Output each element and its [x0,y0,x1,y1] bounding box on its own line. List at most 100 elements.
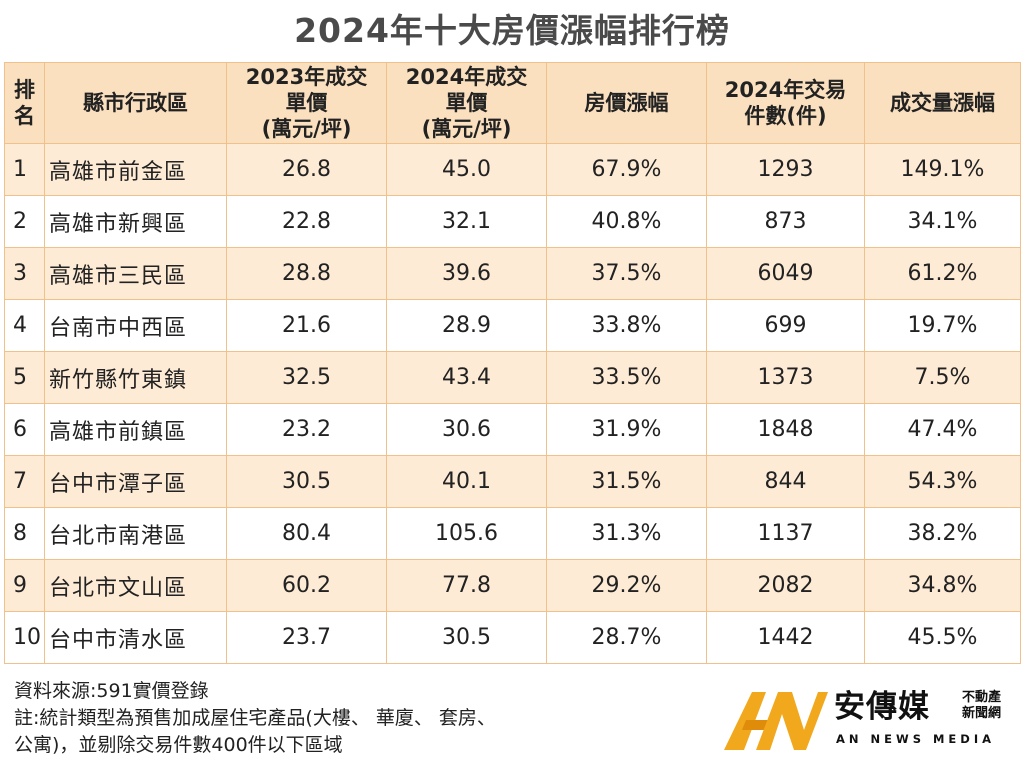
cell-price-2024: 30.5 [386,611,547,664]
cell-rank: 10 [4,611,45,664]
an-logo-mark-icon [724,692,828,750]
table-row: 7 台中市潭子區 30.5 40.1 31.5% 844 54.3% [4,455,1021,508]
cell-price-2024: 30.6 [386,403,547,456]
source-note: 資料來源:591實價登錄 [14,680,209,702]
brand-subtitle-line2: 新聞網 [962,706,1002,721]
cell-price-2023: 22.8 [226,195,387,248]
cell-count-2024: 1137 [706,507,865,560]
header-volume-change: 成交量漲幅 [864,62,1021,144]
table-row: 3 高雄市三民區 28.8 39.6 37.5% 6049 61.2% [4,247,1021,300]
cell-volume-change: 54.3% [864,455,1021,508]
chart-title: 2024年十大房價漲幅排行榜 [294,11,730,50]
cell-rank: 6 [4,403,45,456]
cell-price-change: 31.9% [546,403,707,456]
table-row: 1 高雄市前金區 26.8 45.0 67.9% 1293 149.1% [4,143,1021,196]
cell-count-2024: 2082 [706,559,865,612]
table-row: 5 新竹縣竹東鎮 32.5 43.4 33.5% 1373 7.5% [4,351,1021,404]
table-row: 9 台北市文山區 60.2 77.8 29.2% 2082 34.8% [4,559,1021,612]
cell-count-2024: 1848 [706,403,865,456]
header-count-2024-line1: 2024年交易 [724,78,847,102]
brand-subtitle: 不動產 新聞網 [962,690,1012,722]
cell-volume-change: 34.1% [864,195,1021,248]
cell-count-2024: 1373 [706,351,865,404]
cell-price-2023: 23.2 [226,403,387,456]
cell-price-2023: 60.2 [226,559,387,612]
cell-price-change: 29.2% [546,559,707,612]
cell-price-2023: 21.6 [226,299,387,352]
cell-price-change: 31.5% [546,455,707,508]
cell-price-change: 31.3% [546,507,707,560]
cell-price-2023: 28.8 [226,247,387,300]
header-price-2023-line1: 2023年成交 [245,65,368,89]
cell-price-2024: 40.1 [386,455,547,508]
brand-name-en: AN NEWS MEDIA [836,732,996,746]
cell-volume-change: 19.7% [864,299,1021,352]
cell-rank: 7 [4,455,45,508]
cell-rank: 9 [4,559,45,612]
an-news-media-logo: 安傳媒 不動產 新聞網 AN NEWS MEDIA [722,684,1012,756]
header-count-2024-line2: 件數(件) [744,104,827,128]
cell-rank: 2 [4,195,45,248]
table-row: 4 台南市中西區 21.6 28.9 33.8% 699 19.7% [4,299,1021,352]
header-price-2024: 2024年成交 單價 (萬元/坪) [386,62,547,144]
cell-volume-change: 149.1% [864,143,1021,196]
cell-volume-change: 45.5% [864,611,1021,664]
cell-rank: 3 [4,247,45,300]
cell-district: 台中市潭子區 [44,455,227,508]
cell-volume-change: 61.2% [864,247,1021,300]
table-body: 1 高雄市前金區 26.8 45.0 67.9% 1293 149.1% 2 高雄市新興區 22.… [4,143,1021,664]
table-row: 6 高雄市前鎮區 23.2 30.6 31.9% 1848 47.4% [4,403,1021,456]
header-price-2023-line3: (萬元/坪) [261,117,352,141]
header-rank: 排 名 [4,62,45,144]
cell-price-change: 33.5% [546,351,707,404]
cell-price-2024: 28.9 [386,299,547,352]
footnotes: 資料來源:591實價登錄 註:統計類型為預售加成屋住宅產品(大樓、 華廈、 套房… [14,678,714,759]
cell-district: 高雄市前鎮區 [44,403,227,456]
methodology-note-line2: 公寓)，並剔除交易件數400件以下區域 [14,734,343,756]
cell-district: 台中市清水區 [44,611,227,664]
cell-district: 台南市中西區 [44,299,227,352]
cell-price-change: 33.8% [546,299,707,352]
cell-price-2024: 105.6 [386,507,547,560]
cell-district: 高雄市前金區 [44,143,227,196]
table-header-row: 排 名 縣市行政區 2023年成交 單價 (萬元/坪) 2024年成交 單價 (… [4,62,1021,144]
cell-district: 高雄市新興區 [44,195,227,248]
cell-rank: 5 [4,351,45,404]
cell-price-2023: 23.7 [226,611,387,664]
cell-price-2023: 80.4 [226,507,387,560]
header-rank-line2: 名 [14,104,35,128]
cell-district: 台北市南港區 [44,507,227,560]
cell-district: 新竹縣竹東鎮 [44,351,227,404]
header-price-2024-line3: (萬元/坪) [421,117,512,141]
brand-subtitle-line1: 不動產 [962,690,1002,705]
cell-district: 台北市文山區 [44,559,227,612]
header-price-2023-line2: 單價 [285,91,328,115]
header-price-2023: 2023年成交 單價 (萬元/坪) [226,62,387,144]
cell-volume-change: 34.8% [864,559,1021,612]
cell-count-2024: 699 [706,299,865,352]
cell-rank: 4 [4,299,45,352]
table-row: 8 台北市南港區 80.4 105.6 31.3% 1137 38.2% [4,507,1021,560]
header-rank-line1: 排 [14,78,35,102]
cell-district: 高雄市三民區 [44,247,227,300]
header-price-2024-line1: 2024年成交 [405,65,528,89]
cell-price-change: 40.8% [546,195,707,248]
cell-count-2024: 873 [706,195,865,248]
header-district: 縣市行政區 [44,62,227,144]
cell-price-2023: 26.8 [226,143,387,196]
header-count-2024: 2024年交易 件數(件) [706,62,865,144]
cell-rank: 1 [4,143,45,196]
cell-volume-change: 38.2% [864,507,1021,560]
methodology-note-line1: 註:統計類型為預售加成屋住宅產品(大樓、 華廈、 套房、 [14,707,496,729]
header-price-change: 房價漲幅 [546,62,707,144]
table-row: 10 台中市清水區 23.7 30.5 28.7% 1442 45.5% [4,611,1021,664]
cell-price-2024: 77.8 [386,559,547,612]
table-row: 2 高雄市新興區 22.8 32.1 40.8% 873 34.1% [4,195,1021,248]
cell-price-2024: 39.6 [386,247,547,300]
header-price-2024-line2: 單價 [445,91,488,115]
cell-count-2024: 1442 [706,611,865,664]
cell-price-change: 67.9% [546,143,707,196]
cell-volume-change: 7.5% [864,351,1021,404]
cell-volume-change: 47.4% [864,403,1021,456]
cell-count-2024: 1293 [706,143,865,196]
